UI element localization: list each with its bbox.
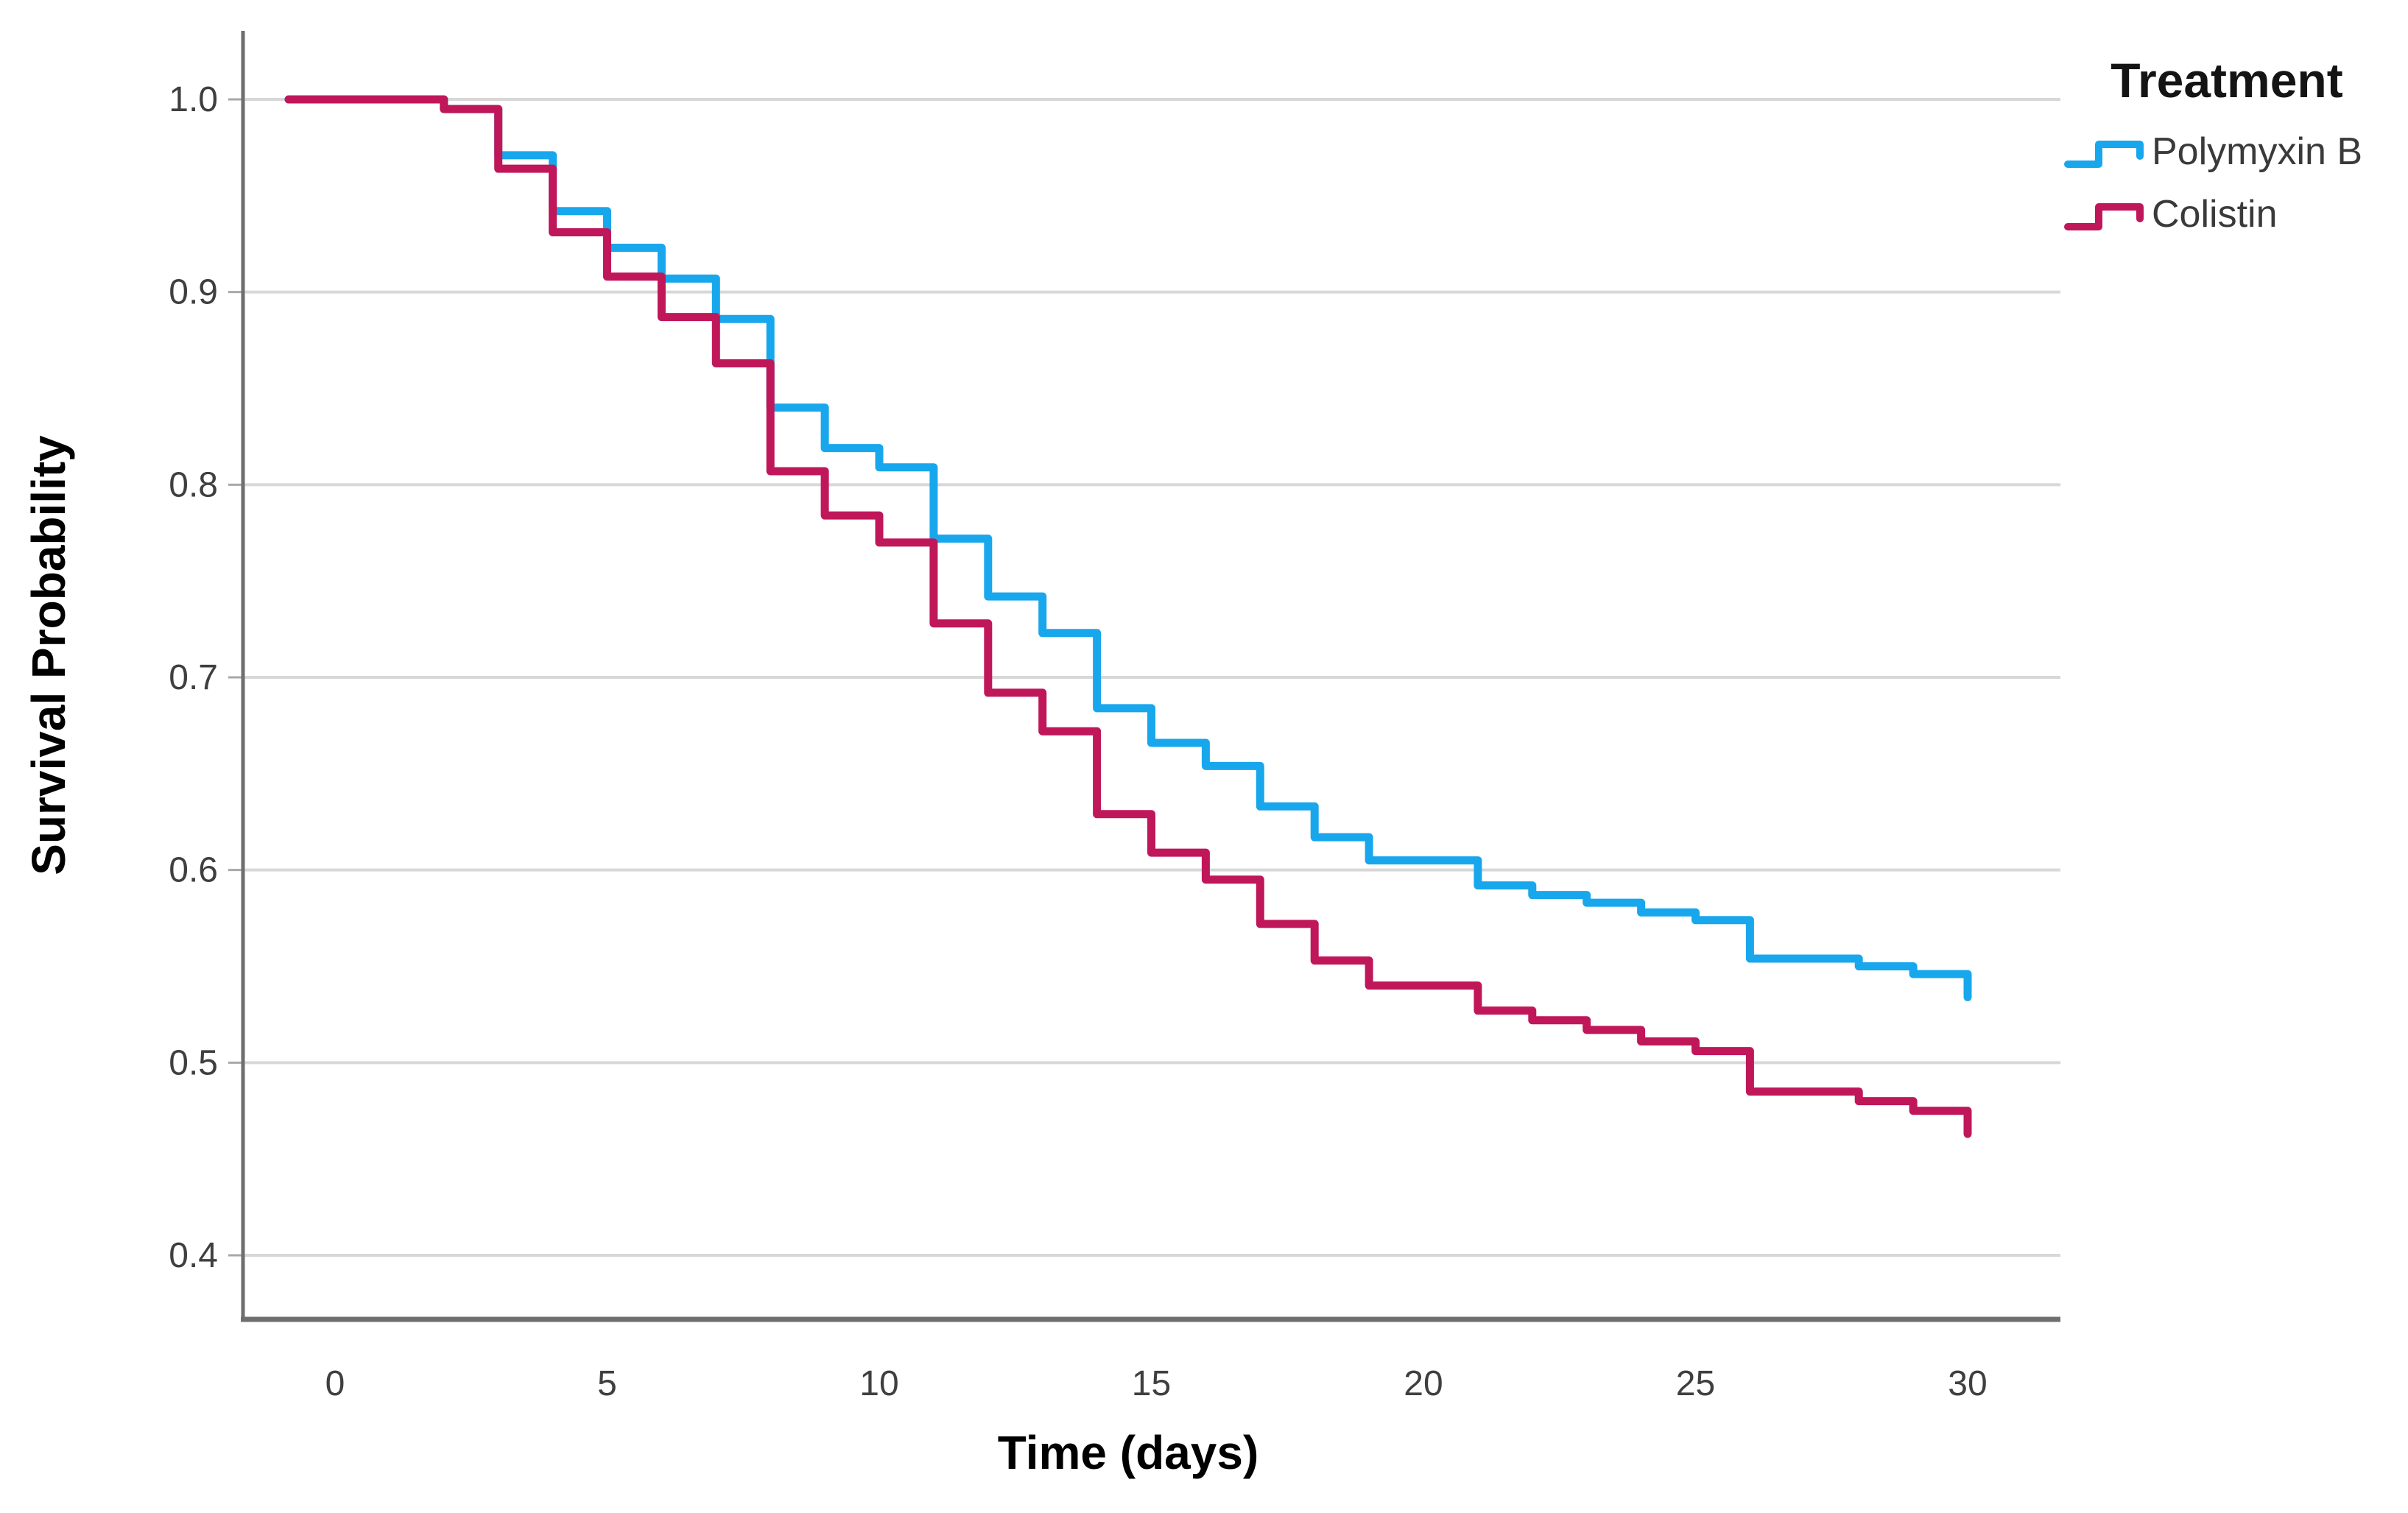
y-tick-label: 1.0 [169,80,218,119]
x-tick-label: 20 [1404,1364,1443,1403]
legend-entry-label: Polymyxin B [2152,130,2362,173]
y-tick-label: 0.9 [169,273,218,312]
x-axis-title: Time (days) [998,1426,1259,1479]
legend-entry-label: Colistin [2152,193,2278,236]
legend-title: Treatment [2110,53,2342,107]
legend: Treatment Polymyxin B Colistin [2064,53,2362,236]
legend-entry: Polymyxin B [2064,130,2362,173]
x-axis-ticks: 0 5 10 15 20 25 30 [325,1364,1988,1403]
series-lines [284,95,1972,1138]
x-tick-label: 10 [859,1364,898,1403]
series-line-polymyxin-b [284,95,1972,1001]
x-tick-label: 30 [1948,1364,1987,1403]
x-tick-label: 5 [597,1364,617,1403]
legend-step-swatch-icon [2064,141,2144,168]
y-tick-label: 0.5 [169,1043,218,1082]
legend-step-swatch-icon [2064,203,2144,230]
axes [241,31,2060,1322]
gridlines [243,97,2060,1257]
x-tick-label: 0 [325,1364,345,1403]
y-axis-ticks: 1.0 0.9 0.8 0.7 0.6 0.5 0.4 [169,80,243,1275]
x-tick-label: 25 [1676,1364,1715,1403]
y-tick-label: 0.4 [169,1236,218,1275]
y-tick-label: 0.7 [169,658,218,697]
y-tick-label: 0.8 [169,465,218,504]
series-line-colistin [284,95,1972,1138]
legend-entry: Colistin [2064,193,2278,236]
x-tick-label: 15 [1132,1364,1171,1403]
y-tick-label: 0.6 [169,851,218,890]
y-axis-title: Survival Probability [22,435,75,875]
legend-entries: Polymyxin B Colistin [2064,130,2362,236]
